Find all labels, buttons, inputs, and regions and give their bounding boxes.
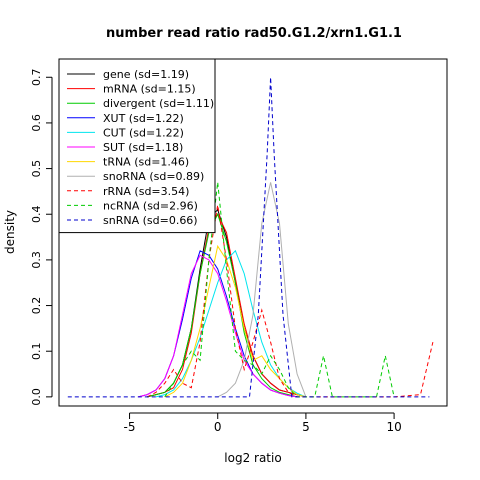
x-axis-label: log2 ratio <box>224 451 281 465</box>
chart-title: number read ratio rad50.G1.2/xrn1.G1.1 <box>106 26 402 41</box>
y-tick-label: 0.6 <box>30 114 43 132</box>
legend-label: gene (sd=1.19) <box>103 68 189 81</box>
x-tick-label: -5 <box>124 420 136 434</box>
y-axis-label: density <box>3 210 17 254</box>
x-axis: -5 0 5 10 <box>124 412 402 434</box>
series-line-4 <box>138 250 298 398</box>
y-axis: 0.0 0.1 0.2 0.3 0.4 0.5 0.6 0.7 <box>30 69 53 406</box>
series-line-3 <box>147 212 298 398</box>
legend-label: divergent (sd=1.11) <box>103 97 214 110</box>
y-tick-label: 0.3 <box>30 251 43 269</box>
y-tick-label: 0.5 <box>30 160 43 178</box>
legend-label: rRNA (sd=3.54) <box>103 185 189 198</box>
series-line-11 <box>67 77 430 398</box>
legend-label: snRNA (sd=0.66) <box>103 214 198 227</box>
legend-box <box>58 58 216 234</box>
legend-label: ncRNA (sd=2.96) <box>103 199 198 212</box>
legend: gene (sd=1.19) mRNA (sd=1.15)divergent (s… <box>58 58 216 234</box>
y-tick-label: 0.4 <box>30 205 43 223</box>
series-line-8 <box>217 182 307 398</box>
legend-label: mRNA (sd=1.15) <box>103 83 196 96</box>
series-line-7 <box>164 244 307 398</box>
x-tick-label: 10 <box>386 420 401 434</box>
y-tick-label: 0.1 <box>30 342 43 360</box>
y-tick-label: 0.2 <box>30 297 43 315</box>
series-line-9 <box>146 205 434 398</box>
y-tick-label: 0.0 <box>30 388 43 406</box>
legend-label: snoRNA (sd=0.89) <box>103 170 204 183</box>
legend-label: XUT (sd=1.22) <box>103 112 184 125</box>
series-layer <box>67 77 434 398</box>
series-line-2 <box>147 213 307 398</box>
y-tick-label: 0.7 <box>30 69 43 87</box>
legend-label: SUT (sd=1.18) <box>103 141 183 154</box>
series-line-6 <box>138 254 298 398</box>
series-line-10 <box>164 182 395 398</box>
x-tick-label: 5 <box>302 420 310 434</box>
legend-label: tRNA (sd=1.46) <box>103 156 189 169</box>
legend-label: CUT (sd=1.22) <box>103 126 184 139</box>
x-tick-label: 0 <box>214 420 222 434</box>
